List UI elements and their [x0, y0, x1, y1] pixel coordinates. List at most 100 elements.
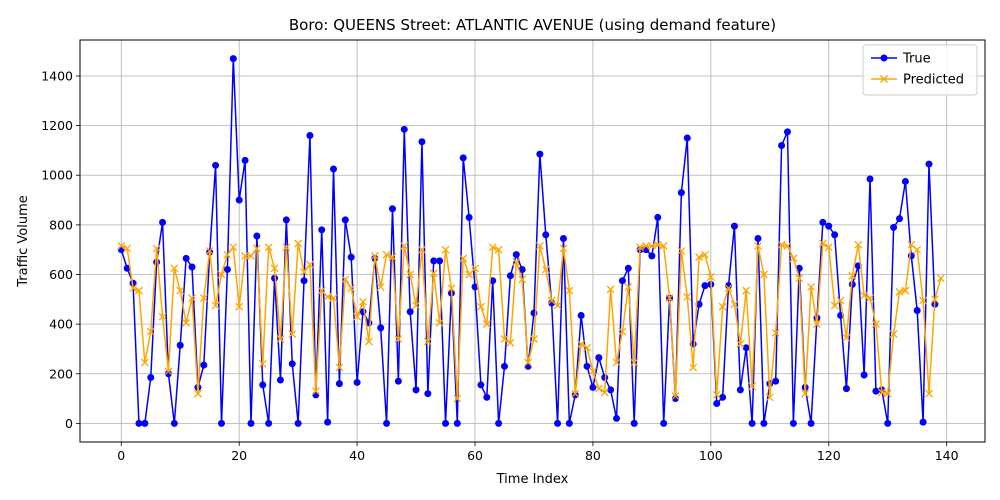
data-point-predicted — [759, 270, 768, 279]
data-point-true — [754, 235, 762, 243]
data-point-true — [601, 373, 609, 381]
data-point-true — [896, 215, 904, 223]
data-point-predicted — [866, 294, 874, 303]
data-point-true — [772, 377, 780, 385]
data-point-true — [713, 400, 721, 408]
data-point-true — [312, 391, 320, 399]
data-point-predicted — [370, 251, 379, 260]
data-point-predicted — [394, 335, 403, 343]
data-point-predicted — [500, 335, 509, 343]
legend-true-label: True — [902, 52, 931, 67]
data-point-predicted — [465, 270, 474, 279]
x-tick-label: 80 — [585, 448, 601, 463]
data-point-predicted — [777, 240, 786, 249]
data-point-true — [819, 218, 827, 226]
y-tick-label: 400 — [49, 317, 73, 332]
data-point-true — [571, 391, 579, 399]
data-point-true — [247, 419, 255, 427]
data-point-true — [259, 381, 267, 389]
data-point-true — [383, 419, 391, 427]
data-point-predicted — [359, 297, 367, 306]
data-point-predicted — [677, 246, 686, 255]
chart-title: Boro: QUEENS Street: ATLANTIC AVENUE (us… — [289, 16, 776, 34]
data-point-true — [518, 266, 526, 274]
data-point-predicted — [494, 245, 503, 254]
data-point-true — [825, 222, 833, 230]
data-point-predicted — [188, 294, 196, 303]
data-point-predicted — [476, 302, 485, 311]
data-point-true — [671, 395, 679, 403]
data-point-predicted — [783, 242, 792, 250]
data-point-predicted — [241, 251, 250, 260]
data-point-predicted — [294, 239, 303, 248]
data-point-predicted — [730, 300, 739, 309]
data-point-predicted — [818, 239, 827, 248]
data-point-predicted — [642, 242, 650, 250]
data-point-true — [890, 223, 898, 231]
data-point-predicted — [412, 301, 421, 310]
data-point-true — [884, 419, 892, 427]
data-point-true — [330, 165, 338, 173]
data-point-true — [471, 283, 479, 291]
data-point-predicted — [276, 335, 285, 343]
data-point-true — [648, 252, 656, 260]
legend-predicted-marker — [880, 75, 888, 83]
data-point-true — [500, 362, 508, 370]
series-layer — [117, 55, 945, 427]
data-point-predicted — [459, 254, 468, 263]
data-point-true — [418, 138, 426, 146]
data-point-true — [170, 419, 178, 427]
data-point-true — [347, 253, 355, 261]
data-point-predicted — [907, 240, 916, 249]
y-tick-label: 600 — [49, 267, 73, 282]
data-point-true — [624, 264, 632, 272]
data-point-true — [265, 419, 273, 427]
data-point-true — [235, 196, 243, 204]
data-point-predicted — [258, 359, 267, 368]
data-point-predicted — [547, 296, 556, 305]
data-point-true — [554, 419, 562, 427]
data-point-predicted — [335, 363, 344, 372]
data-point-predicted — [205, 246, 214, 255]
data-point-predicted — [364, 337, 373, 346]
data-point-predicted — [807, 282, 816, 291]
data-point-predicted — [447, 284, 456, 293]
data-point-predicted — [482, 320, 491, 329]
y-tick-label: 0 — [65, 416, 73, 431]
data-point-predicted — [347, 284, 356, 293]
data-point-true — [229, 55, 237, 63]
data-point-true — [677, 189, 685, 197]
data-point-predicted — [577, 340, 586, 348]
data-point-true — [683, 134, 691, 142]
x-tick-label: 20 — [231, 448, 247, 463]
data-point-true — [182, 254, 190, 262]
data-point-predicted — [571, 389, 580, 398]
data-point-true — [335, 380, 343, 388]
data-point-true — [506, 272, 514, 280]
data-point-predicted — [553, 301, 562, 310]
data-point-predicted — [199, 294, 208, 303]
data-point-true — [848, 280, 856, 288]
data-point-true — [477, 381, 485, 389]
data-point-predicted — [388, 253, 397, 262]
data-point-true — [459, 154, 467, 162]
data-point-predicted — [930, 295, 939, 304]
data-point-predicted — [429, 269, 438, 278]
data-point-true — [613, 414, 621, 422]
data-point-predicted — [925, 389, 933, 398]
data-point-predicted — [618, 327, 627, 336]
data-point-predicted — [860, 291, 869, 300]
data-point-true — [789, 419, 797, 427]
data-point-predicted — [524, 358, 533, 367]
data-point-true — [654, 213, 662, 221]
data-point-true — [701, 282, 709, 290]
data-point-predicted — [229, 243, 238, 252]
data-point-true — [618, 277, 626, 285]
data-point-true — [807, 419, 815, 427]
data-point-predicted — [936, 274, 945, 283]
data-point-predicted — [129, 284, 138, 293]
legend: True Predicted — [862, 44, 978, 96]
data-point-predicted — [235, 302, 244, 311]
data-point-true — [736, 386, 744, 394]
data-point-true — [388, 205, 396, 213]
